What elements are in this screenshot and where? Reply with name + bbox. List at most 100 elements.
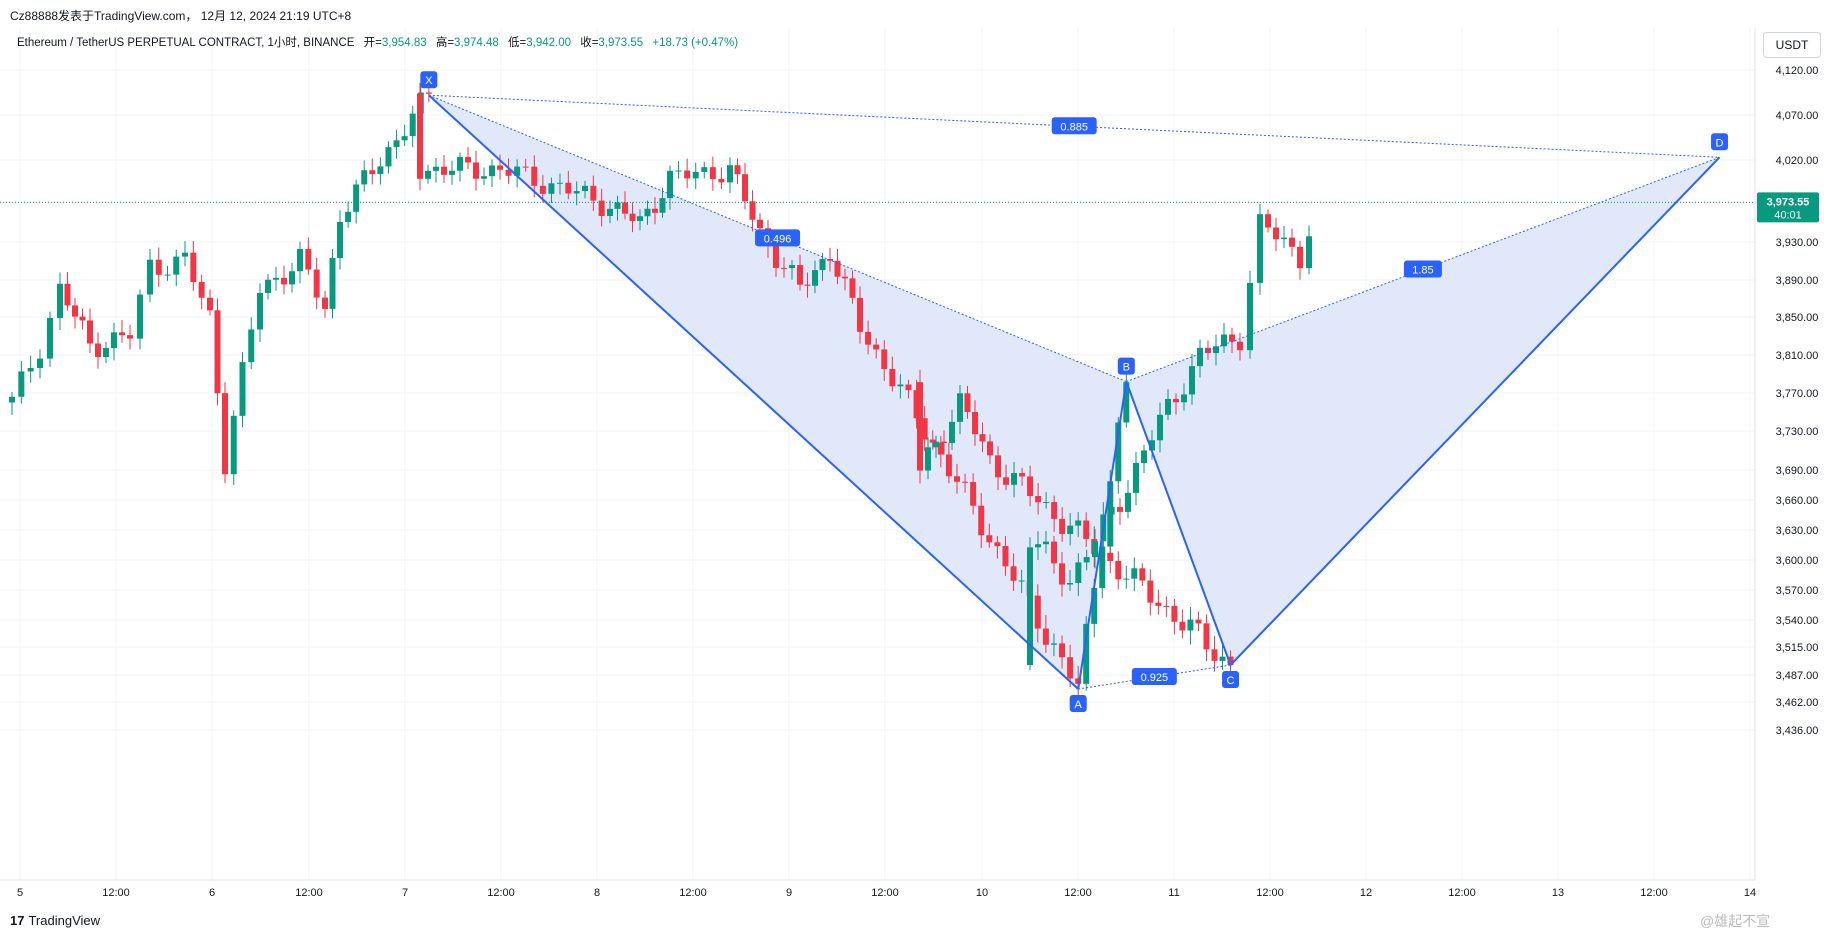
candle-body: [1229, 334, 1235, 342]
candle-body: [337, 221, 343, 258]
time-tick-label: 12:00: [1640, 887, 1668, 899]
symbol-name[interactable]: Ethereum / TetherUS PERPETUAL CONTRACT, …: [17, 37, 355, 49]
candle-body: [1165, 398, 1171, 415]
candle-body: [1083, 520, 1090, 539]
tradingview-logo[interactable]: 17 TradingView: [10, 913, 100, 928]
candle-body: [637, 216, 643, 221]
candle-body: [137, 294, 143, 339]
currency-button[interactable]: USDT: [1763, 32, 1821, 58]
candle-body: [1059, 563, 1065, 585]
ratio-label-xd-bg: [1051, 117, 1097, 135]
candle-body: [248, 329, 255, 363]
last-price-badge-bg: [1757, 192, 1819, 223]
candle-body: [1092, 541, 1098, 558]
candle-body: [987, 441, 993, 456]
ratio-label-ac-bg: [1131, 668, 1177, 686]
candle-body: [313, 269, 320, 298]
time-tick-label: 8: [594, 887, 600, 899]
candle-body: [164, 274, 171, 276]
candle-body: [1051, 502, 1058, 519]
harmonic-pattern-labels: X A B C D 0.496 0.925 1.85 0.885: [420, 71, 1729, 713]
candle-body: [441, 166, 447, 175]
candle-body: [1067, 582, 1073, 585]
pattern-point-c: C: [1227, 675, 1235, 687]
price-tick-label: 3,770.00: [1776, 388, 1819, 400]
candle-body: [1003, 477, 1010, 485]
candle-body: [1306, 236, 1312, 269]
candle-body: [1189, 366, 1195, 395]
time-tick-label: 12:00: [1256, 887, 1284, 899]
candle-body: [905, 384, 912, 391]
time-tick-label: 12:00: [487, 887, 515, 899]
candle-body: [598, 200, 605, 216]
candle-body: [1034, 595, 1041, 629]
candle-body: [1042, 628, 1049, 645]
candle-body: [64, 283, 71, 306]
candle-body: [819, 259, 826, 271]
tradingview-logo-text: TradingView: [28, 913, 101, 928]
time-tick-label: 12:00: [871, 887, 899, 899]
time-tick-label: 11: [1168, 887, 1179, 899]
candle-body: [1125, 492, 1131, 512]
candle-body: [773, 245, 779, 268]
candle-body: [505, 169, 512, 176]
candle-body: [522, 166, 529, 168]
candle-body: [945, 454, 952, 477]
candle-body: [1289, 237, 1295, 247]
candle-body: [1075, 562, 1082, 583]
candle-body: [1203, 623, 1210, 650]
candle-body: [1099, 552, 1106, 555]
time-tick-label: 13: [1552, 887, 1564, 899]
candle-body: [1237, 341, 1243, 351]
price-axis[interactable]: 4,120.00 4,070.00 4,020.00 3,930.00 3,890.00…: [1776, 65, 1819, 737]
price-tick-label: 3,690.00: [1776, 465, 1819, 477]
candle-body: [995, 455, 1002, 478]
candle-body: [103, 348, 109, 358]
candle-body: [1083, 557, 1090, 563]
candle-body: [590, 185, 597, 201]
candle-body: [675, 170, 682, 172]
candle-body: [929, 439, 936, 443]
time-tick-label: 14: [1744, 887, 1756, 899]
ratio-line-xd: [428, 94, 1720, 158]
candle-body: [1115, 561, 1122, 580]
candle-body: [972, 412, 978, 435]
candle-body: [57, 283, 63, 318]
candle-body: [953, 476, 960, 482]
candle-body: [409, 113, 416, 137]
candle-body: [789, 265, 795, 269]
price-tick-label: 4,070.00: [1776, 110, 1819, 122]
candle-body: [1050, 643, 1057, 645]
candle-body: [897, 384, 904, 387]
candle-body: [1195, 619, 1202, 624]
candle-body: [207, 297, 213, 311]
candle-body: [1027, 547, 1033, 666]
pattern-point-b-bg: [1117, 357, 1135, 375]
candle-body: [1213, 346, 1219, 354]
candle-body: [1147, 580, 1154, 603]
candle-body: [147, 259, 153, 295]
candle-body: [749, 201, 756, 220]
candle-body: [1027, 476, 1034, 497]
candle-body: [1139, 568, 1146, 581]
candle-body: [539, 185, 546, 194]
candle-body: [173, 256, 180, 275]
pattern-point-d: D: [1716, 137, 1724, 149]
candle-body: [652, 208, 658, 213]
ratio-label-xb-bg: [755, 229, 801, 247]
pattern-triangle-bcd: [1126, 157, 1720, 666]
candle-body: [757, 219, 763, 229]
candle-body: [1171, 605, 1178, 622]
high-label: 高=: [435, 37, 455, 49]
price-tick-label: 4,120.00: [1776, 65, 1819, 77]
candle-body: [182, 252, 188, 257]
candle-body: [1265, 214, 1271, 228]
candle-body: [190, 252, 197, 283]
candle-body: [1010, 566, 1017, 581]
candle-body: [629, 213, 636, 221]
candle-body: [1173, 398, 1179, 403]
price-tick-label: 3,462.00: [1776, 697, 1819, 709]
time-tick-label: 12:00: [295, 887, 323, 899]
time-axis[interactable]: 5 12:00 6 12:00 7 12:00 8 12:00 9 12:00 10 12:00 11 1…: [0, 879, 1756, 899]
